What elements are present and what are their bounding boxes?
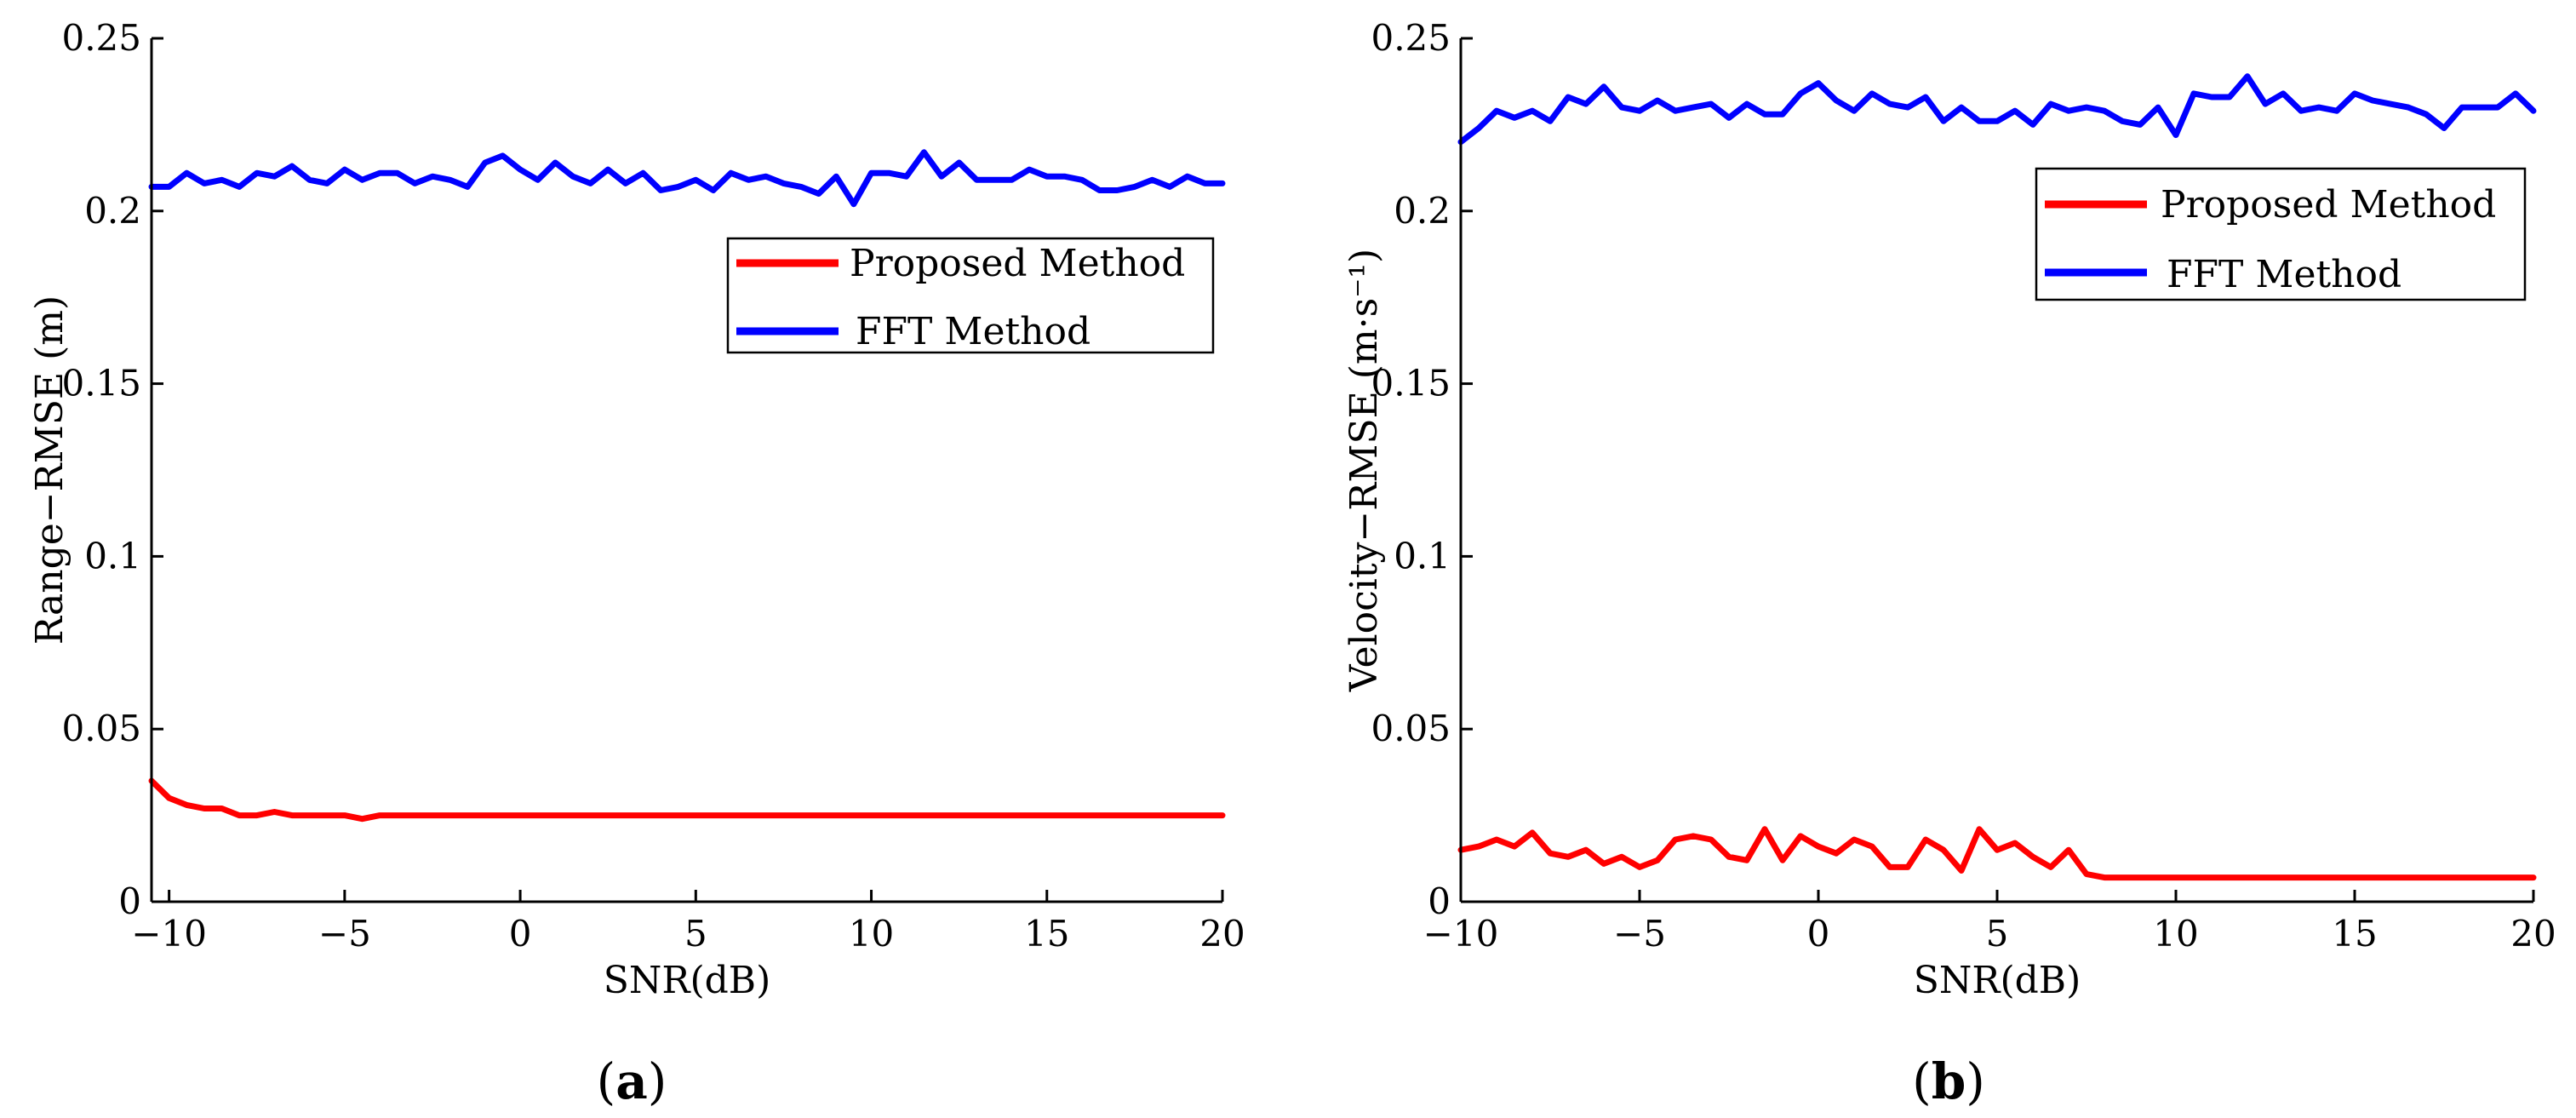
panel-a-ticks-group: −10 −5 0 5 10 15 20 0 0.05 0.1 0.15 0.2 0.25: [61, 17, 1245, 955]
panel-b-series-group: [1457, 73, 2537, 881]
panel-b-velocity-rmse-chart: −10 −5 0 5 10 15 20 0 0.05 0.1 0.15 0.2 0.25 SNR(dB)…: [1342, 17, 2556, 1110]
panel-a-x-tick-label: 0: [509, 913, 532, 955]
panel-a-y-axis-label: Range−RMSE (m): [28, 295, 72, 645]
panel-a-series-proposed-method-line: [148, 777, 1226, 823]
panel-a-y-tick-label: 0.05: [61, 708, 141, 749]
panel-b-ticks-group: −10 −5 0 5 10 15 20 0 0.05 0.1 0.15 0.2 0.25: [1371, 17, 2556, 955]
panel-b-y-tick-label: 0.2: [1394, 190, 1451, 232]
panel-b-y-tick-label: 0.05: [1371, 708, 1451, 749]
panel-b-x-axis-label: SNR(dB): [1914, 959, 2081, 1002]
panel-a-legend-label-fft: FFT Method: [856, 310, 1091, 353]
panel-b-legend-box: [2035, 167, 2527, 301]
panel-b-x-tick-label: 0: [1807, 913, 1830, 955]
panel-b-y-axis-label: Velocity−RMSE (m·s⁻¹): [1342, 249, 1386, 692]
panel-b-y-tick-label: 0.25: [1371, 17, 1451, 59]
panel-b-series-proposed-method-line: [1457, 826, 2537, 881]
panel-b-x-tick-label: −5: [1613, 913, 1666, 955]
panel-a-legend: Proposed Method FFT Method: [726, 237, 1215, 354]
panel-b-x-tick-label: 20: [2510, 913, 2556, 955]
panel-b-y-tick-label: 0.15: [1371, 363, 1451, 404]
panel-a-series-fft-method-line: [148, 149, 1226, 208]
panel-a-y-tick-label: 0.25: [61, 17, 141, 59]
panel-b-x-tick-label: 10: [2153, 913, 2198, 955]
panel-a-x-tick-label: 15: [1024, 913, 1069, 955]
panel-a-legend-label-proposed: Proposed Method: [850, 242, 1185, 285]
panel-a-range-rmse-chart: −10 −5 0 5 10 15 20 0 0.05 0.1 0.15 0.2 0.25 SNR(dB)…: [28, 17, 1245, 1110]
panel-a-x-axis-label: SNR(dB): [604, 959, 771, 1002]
panel-b-y-tick-label: 0: [1428, 880, 1451, 922]
panel-a-x-tick-label: −5: [318, 913, 371, 955]
panel-b-legend-label-fft: FFT Method: [2167, 253, 2401, 296]
panel-b-series-fft-method-line: [1457, 73, 2537, 146]
panel-b-x-tick-label: −10: [1423, 913, 1499, 955]
panel-b-caption: (b): [1912, 1052, 1985, 1110]
panel-a-y-tick-label: 0.15: [61, 363, 141, 404]
panel-b-caption-letter: b: [1932, 1052, 1966, 1110]
panel-a-series-group: [148, 149, 1226, 823]
panel-a-y-tick-label: 0.1: [84, 535, 141, 576]
panel-b-y-tick-label: 0.1: [1394, 535, 1451, 576]
panel-a-caption: (a): [597, 1052, 667, 1110]
panel-b-legend: Proposed Method FFT Method: [2035, 167, 2527, 301]
panel-a-x-tick-label: 20: [1199, 913, 1245, 955]
panel-b-x-tick-label: 5: [1986, 913, 2009, 955]
panel-a-plot-area: [152, 38, 1222, 902]
panel-b-x-tick-label: 15: [2332, 913, 2377, 955]
panel-a-x-tick-label: 10: [849, 913, 894, 955]
panel-b-legend-label-proposed: Proposed Method: [2161, 183, 2496, 226]
panel-a-x-tick-label: −10: [131, 913, 207, 955]
panel-a-caption-letter: a: [615, 1052, 648, 1110]
panel-a-y-tick-label: 0.2: [84, 190, 141, 232]
panel-a-y-tick-label: 0: [118, 880, 141, 922]
panel-a-x-tick-label: 5: [684, 913, 707, 955]
